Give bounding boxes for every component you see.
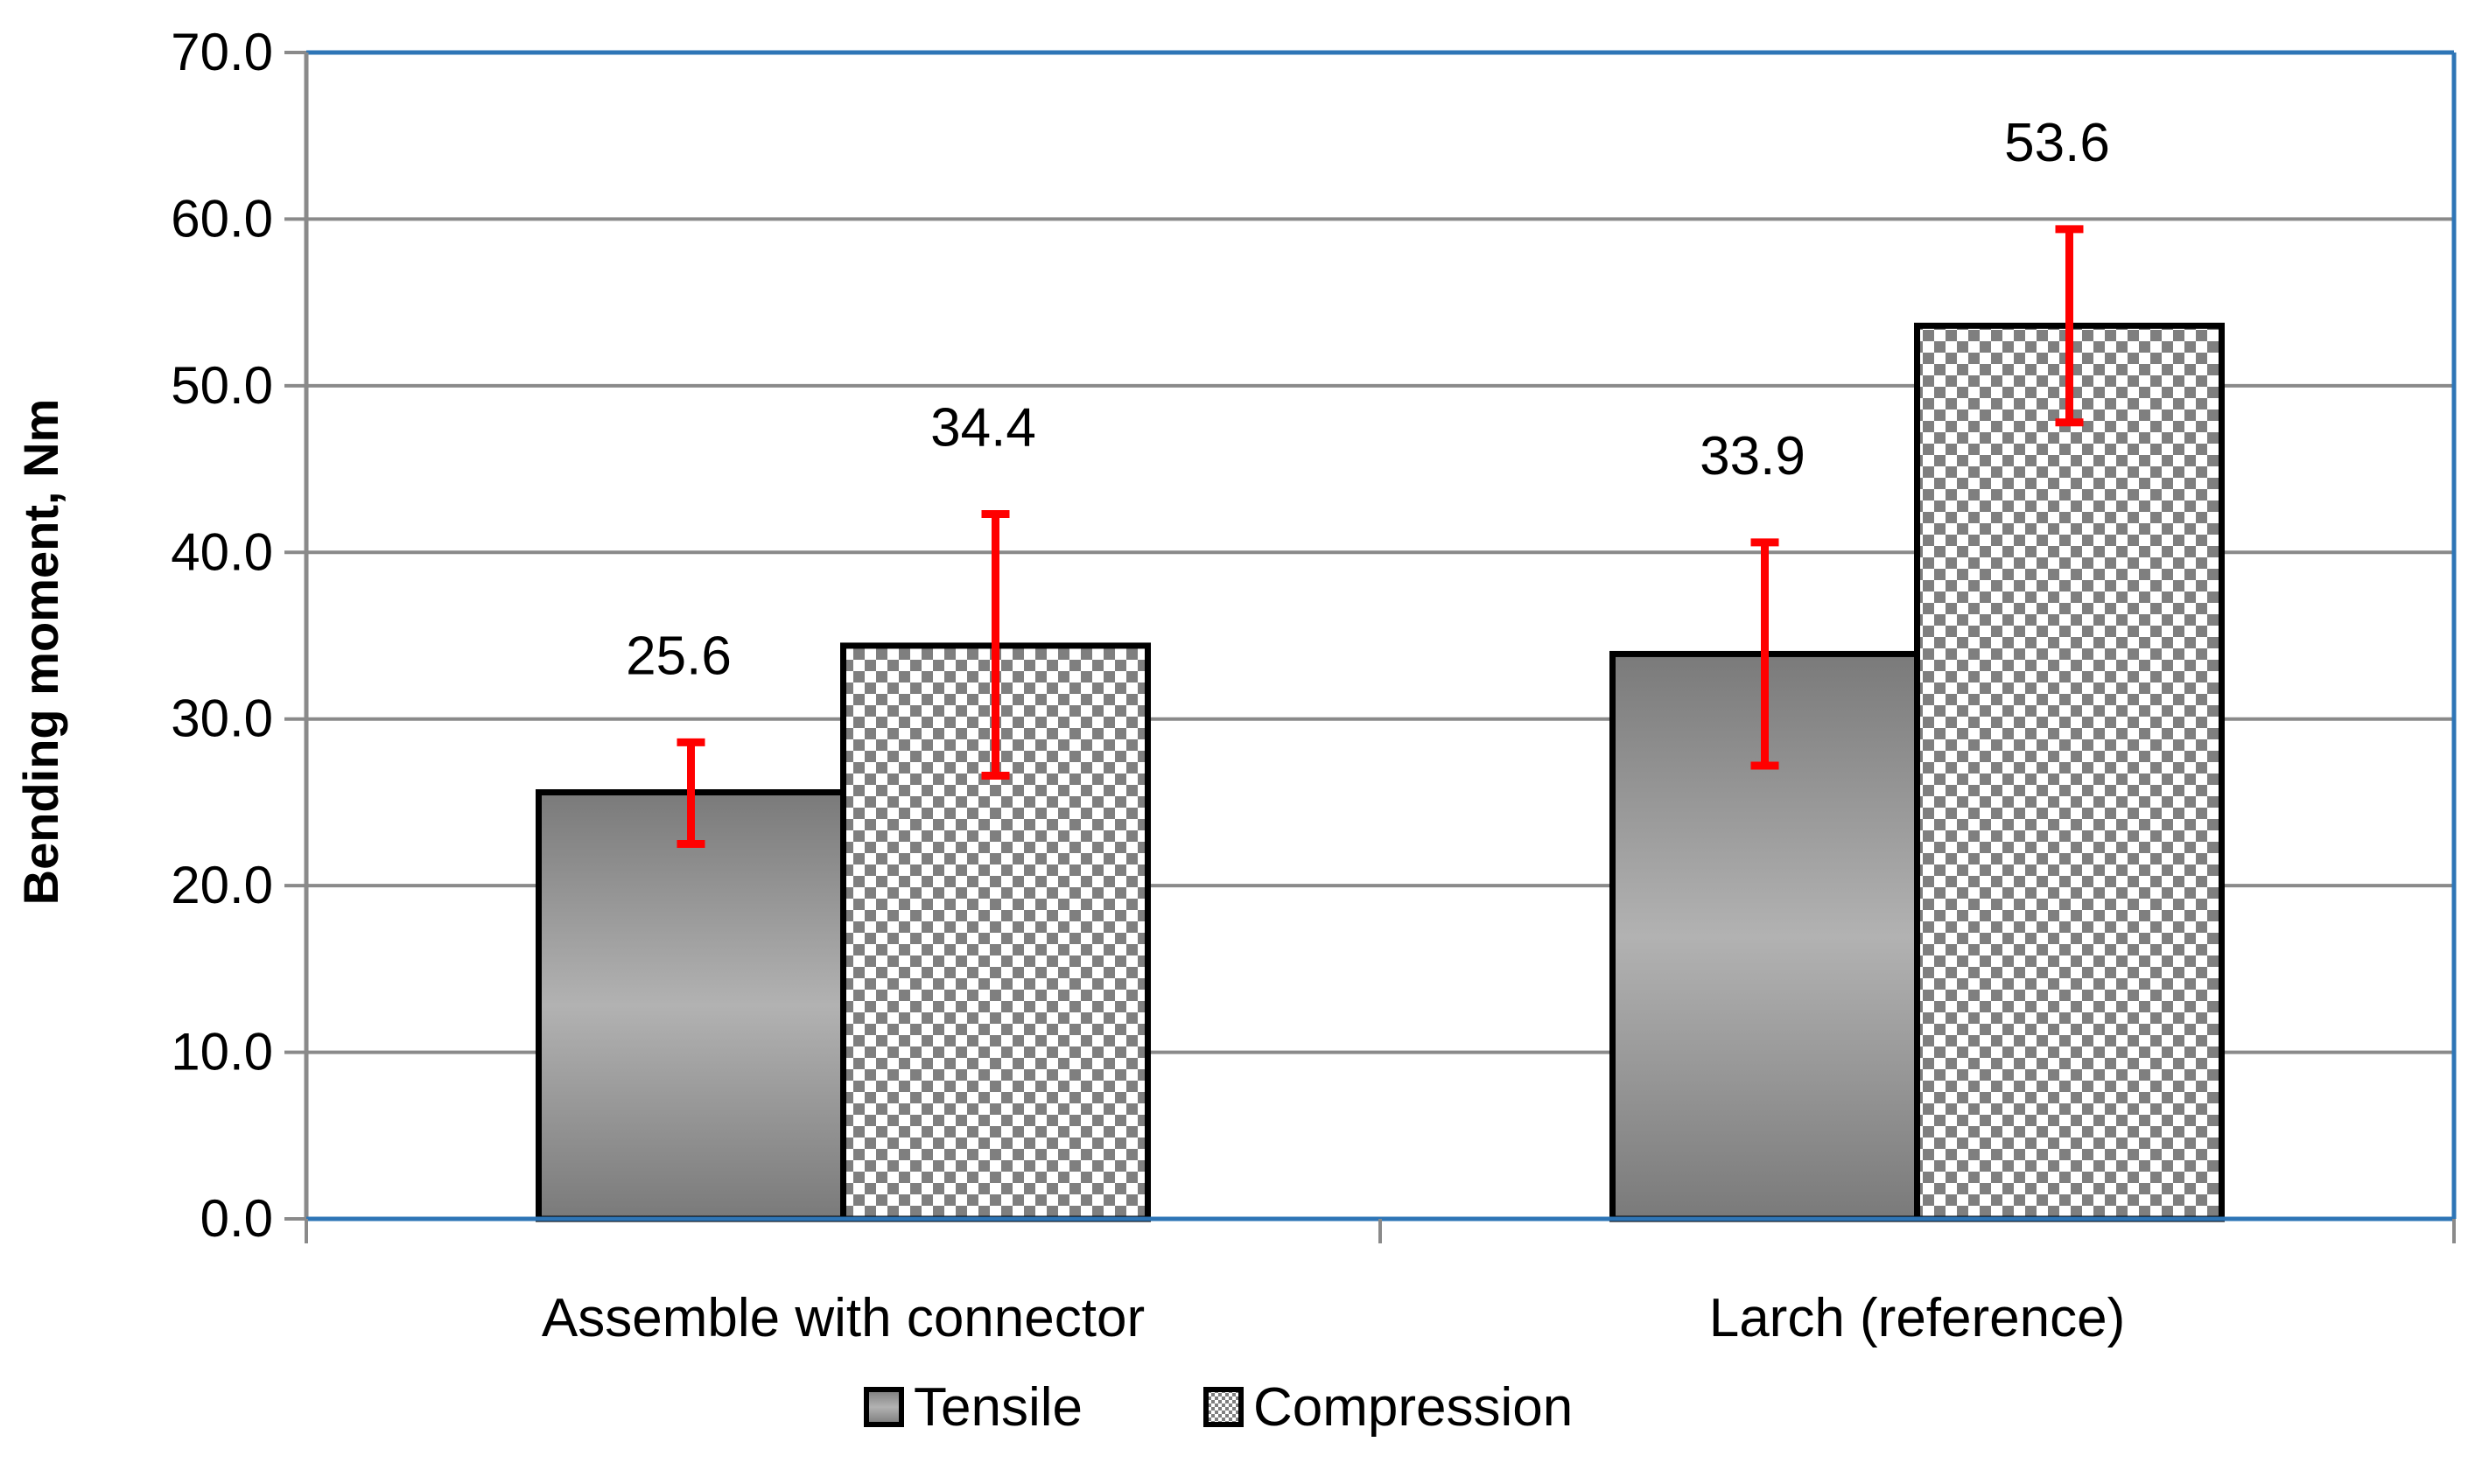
y-tick-labels: 0.0 10.0 20.0 30.0 40.0 50.0 60.0 70.0 [171, 23, 273, 1248]
axes [284, 50, 2457, 1243]
x-category-label: Assemble with connector [542, 1288, 1145, 1348]
legend-label-compression: Compression [1253, 1377, 1573, 1438]
data-labels: 25.6 34.4 33.9 53.6 [626, 113, 2110, 687]
bars [536, 322, 2225, 1222]
bar-compression [1914, 322, 2225, 1222]
y-tick-label: 10.0 [171, 1023, 273, 1082]
data-label: 34.4 [930, 397, 1036, 458]
bar-tensile [536, 789, 846, 1222]
legend-swatch-compression [1203, 1387, 1244, 1427]
legend: Tensile Compression [864, 1377, 1573, 1438]
y-axis-title: Bending moment, Nm [13, 399, 68, 906]
legend-label-tensile: Tensile [914, 1377, 1083, 1438]
y-tick-label: 30.0 [171, 690, 273, 748]
error-bars [677, 225, 2084, 849]
y-tick-label: 70.0 [171, 23, 273, 81]
y-tick-label: 40.0 [171, 522, 273, 581]
y-tick-label: 20.0 [171, 856, 273, 914]
data-label: 25.6 [626, 626, 732, 686]
y-tick-label: 50.0 [171, 356, 273, 415]
x-category-label: Larch (reference) [1709, 1288, 2126, 1348]
x-category-labels: Assemble with connector Larch (reference) [542, 1288, 2125, 1348]
legend-swatch-tensile [864, 1387, 904, 1427]
y-tick-label: 60.0 [171, 189, 273, 248]
data-label: 33.9 [1700, 426, 1805, 486]
y-tick-label: 0.0 [200, 1189, 273, 1248]
data-label: 53.6 [2004, 113, 2110, 173]
